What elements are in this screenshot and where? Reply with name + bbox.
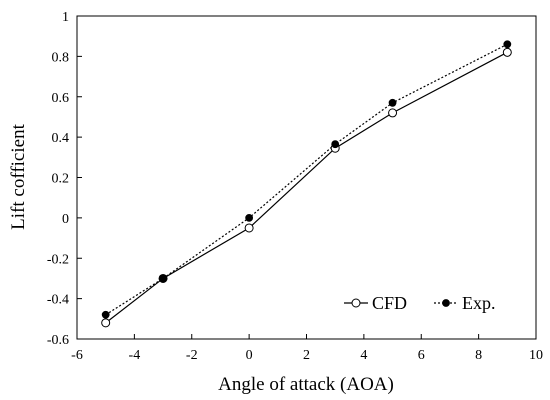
x-tick-label: 8: [475, 348, 482, 363]
x-tick-label: 4: [360, 348, 367, 363]
data-point-exp: [245, 213, 254, 222]
y-axis-ticks: -0.6 -0.4 -0.2 0 0.2 0.4 0.6 0.8 1: [47, 10, 82, 348]
y-tick-label: -0.6: [47, 333, 69, 348]
data-point-cfd: [244, 223, 254, 233]
data-point-exp: [503, 40, 512, 49]
y-tick-label: 0.2: [52, 172, 70, 187]
x-axis-ticks: -6 -4 -2 0 2 4 6 8 10: [71, 334, 543, 363]
x-tick-label: 10: [529, 348, 543, 363]
y-tick-label: 0.6: [52, 91, 70, 106]
data-point-exp: [388, 98, 397, 107]
legend-marker: [351, 298, 361, 308]
data-point-exp: [331, 140, 340, 149]
legend-label: Exp.: [462, 293, 496, 313]
data-point-cfd: [101, 318, 111, 328]
data-point-cfd: [502, 47, 512, 57]
legend: CFD Exp.: [344, 293, 496, 313]
data-point-exp: [159, 274, 167, 283]
y-tick-label: 1: [62, 10, 69, 25]
x-axis-title: Angle of attack (AOA): [218, 374, 394, 395]
x-tick-label: -6: [71, 348, 83, 363]
legend-label: CFD: [372, 293, 407, 313]
y-tick-label: 0.8: [52, 50, 70, 65]
series-layer: [101, 40, 512, 328]
x-tick-label: -2: [186, 348, 198, 363]
data-point-exp: [101, 310, 110, 319]
legend-marker: [442, 299, 450, 307]
x-tick-label: 6: [418, 348, 425, 363]
data-point-cfd: [388, 108, 398, 118]
series-line-exp: [105, 43, 508, 316]
x-tick-label: 0: [246, 348, 253, 363]
y-tick-label: -0.4: [47, 293, 69, 308]
x-tick-label: -4: [129, 348, 141, 363]
x-tick-label: 2: [303, 348, 310, 363]
y-tick-label: 0: [62, 212, 69, 227]
y-tick-label: 0.4: [52, 131, 70, 146]
series-line-cfd: [105, 51, 508, 324]
y-axis-title: Lift cofficient: [8, 123, 29, 229]
y-tick-label: -0.2: [47, 252, 69, 267]
